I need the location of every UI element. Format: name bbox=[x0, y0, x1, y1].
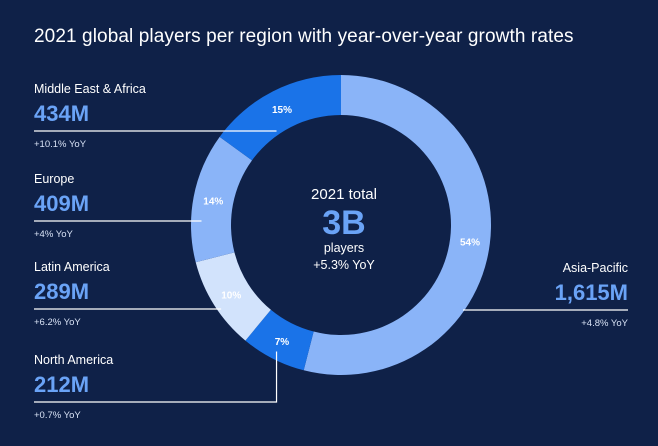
center-total-label: 2021 total bbox=[311, 186, 377, 203]
region-value-europe: 409M bbox=[34, 191, 89, 216]
percent-label-middle-east-and-africa: 15% bbox=[272, 105, 292, 116]
center-total-value: 3B bbox=[322, 204, 365, 242]
percent-label-latin-america: 10% bbox=[221, 291, 241, 302]
slice-asia-pacific bbox=[303, 75, 491, 375]
region-name-europe: Europe bbox=[34, 172, 74, 186]
leader-lines bbox=[34, 130, 628, 403]
region-name-latin-america: Latin America bbox=[34, 260, 110, 274]
center-unit-label: players bbox=[324, 241, 364, 255]
label-latin-america: Latin America 289M +6.2% YoY bbox=[34, 260, 110, 328]
center-summary: 2021 total 3B players +5.3% YoY bbox=[311, 186, 377, 272]
region-value-north-america: 212M bbox=[34, 372, 89, 397]
chart-title: 2021 global players per region with year… bbox=[34, 26, 574, 47]
region-yoy-latin-america: +6.2% YoY bbox=[34, 317, 81, 328]
slice-latin-america bbox=[195, 252, 271, 341]
region-value-latin-america: 289M bbox=[34, 279, 89, 304]
label-europe: Europe 409M +4% YoY bbox=[34, 172, 89, 240]
center-yoy-label: +5.3% YoY bbox=[313, 258, 375, 272]
slice-north-america bbox=[245, 309, 314, 371]
slice-europe bbox=[191, 136, 253, 263]
region-name-middle-east-and-africa: Middle East & Africa bbox=[34, 82, 146, 96]
label-north-america: North America 212M +0.7% YoY bbox=[34, 353, 113, 421]
slice-middle-east-and-africa bbox=[219, 75, 341, 161]
label-middle-east-and-africa: Middle East & Africa 434M +10.1% YoY bbox=[34, 82, 146, 150]
region-yoy-asia-pacific: +4.8% YoY bbox=[581, 318, 628, 329]
region-yoy-europe: +4% YoY bbox=[34, 229, 73, 240]
percent-labels: 54% 7% 10% 14% 15% bbox=[203, 105, 480, 348]
leader-line-north-america bbox=[34, 351, 278, 403]
region-labels: Middle East & Africa 434M +10.1% YoY Europe… bbox=[34, 82, 629, 421]
region-name-asia-pacific: Asia-Pacific bbox=[563, 261, 628, 275]
label-asia-pacific: Asia-Pacific 1,615M +4.8% YoY bbox=[555, 261, 629, 329]
percent-label-asia-pacific: 54% bbox=[460, 237, 480, 248]
region-name-north-america: North America bbox=[34, 353, 113, 367]
region-value-asia-pacific: 1,615M bbox=[555, 280, 628, 305]
donut-slices bbox=[191, 75, 491, 375]
region-value-middle-east-and-africa: 434M bbox=[34, 101, 89, 126]
percent-label-north-america: 7% bbox=[275, 337, 290, 348]
region-yoy-middle-east-and-africa: +10.1% YoY bbox=[34, 139, 87, 150]
percent-label-europe: 14% bbox=[203, 197, 223, 208]
region-yoy-north-america: +0.7% YoY bbox=[34, 410, 81, 421]
